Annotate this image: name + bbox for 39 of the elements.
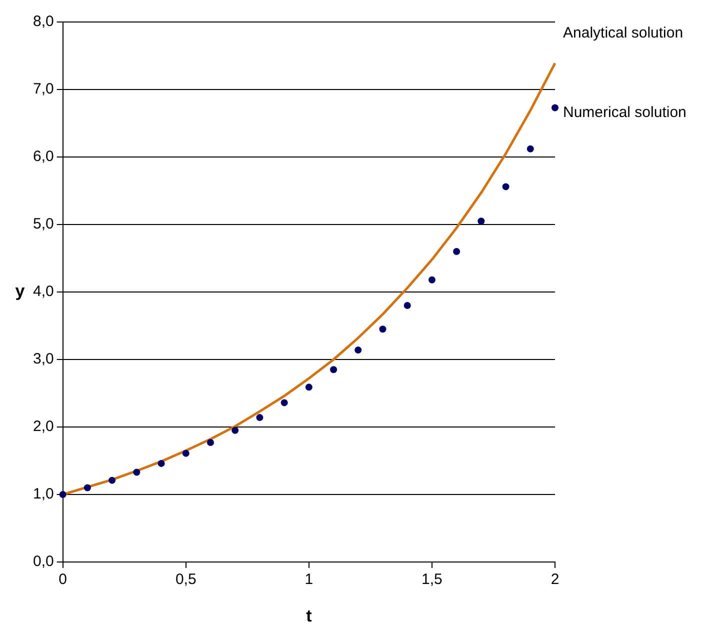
x-tick-label: 1,5 — [422, 571, 442, 588]
point — [305, 384, 312, 391]
y-tick-label: 4,0 — [32, 283, 54, 300]
point — [133, 468, 140, 476]
point — [552, 104, 558, 112]
x-axis-title: t — [306, 606, 312, 626]
point — [354, 346, 362, 354]
y-axis-title: y — [15, 282, 26, 301]
point — [428, 276, 436, 284]
point — [478, 218, 485, 225]
point — [502, 183, 510, 190]
point — [526, 145, 534, 152]
y-tick-label: 5,0 — [32, 216, 54, 233]
x-tick-label: 2 — [550, 571, 560, 588]
point — [256, 414, 264, 422]
x-tick-label: 0,5 — [175, 571, 196, 588]
point — [280, 399, 288, 406]
series-label: Analytical solution — [563, 24, 684, 42]
point — [232, 426, 239, 434]
point — [206, 439, 214, 446]
y-tick-label: 6,0 — [32, 148, 54, 166]
point — [379, 326, 386, 333]
y-tick-label: 8,0 — [32, 13, 54, 30]
x-tick-label: 0 — [58, 571, 68, 588]
series-label: Numerical solution — [563, 104, 686, 121]
point — [330, 366, 338, 374]
y-tick-label: 7,0 — [32, 80, 54, 98]
y-tick-label: 2,0 — [32, 418, 54, 436]
y-tick-label: 1,0 — [32, 486, 54, 503]
point — [453, 248, 460, 255]
x-tick-label: 1 — [304, 571, 314, 588]
point — [158, 460, 165, 467]
point — [108, 476, 116, 484]
point — [182, 450, 190, 457]
point — [59, 491, 66, 498]
point — [84, 484, 91, 492]
y-tick-label: 0,0 — [32, 553, 54, 570]
y-tick-label: 3,0 — [32, 350, 54, 368]
point — [404, 302, 411, 309]
